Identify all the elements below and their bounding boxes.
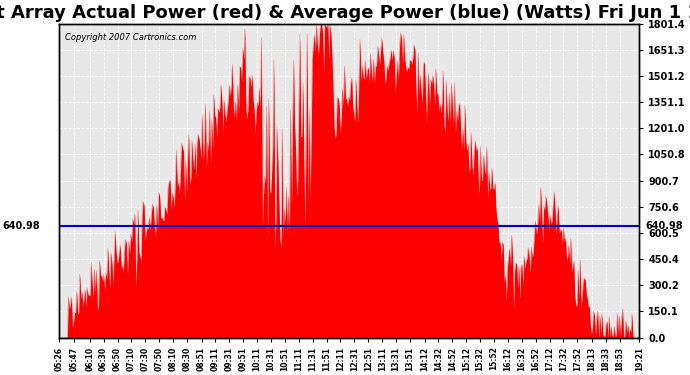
Text: 640.98: 640.98 (645, 221, 683, 231)
Text: 640.98: 640.98 (3, 221, 40, 231)
Text: Copyright 2007 Cartronics.com: Copyright 2007 Cartronics.com (65, 33, 196, 42)
Title: West Array Actual Power (red) & Average Power (blue) (Watts) Fri Jun 1 19:23: West Array Actual Power (red) & Average … (0, 4, 690, 22)
